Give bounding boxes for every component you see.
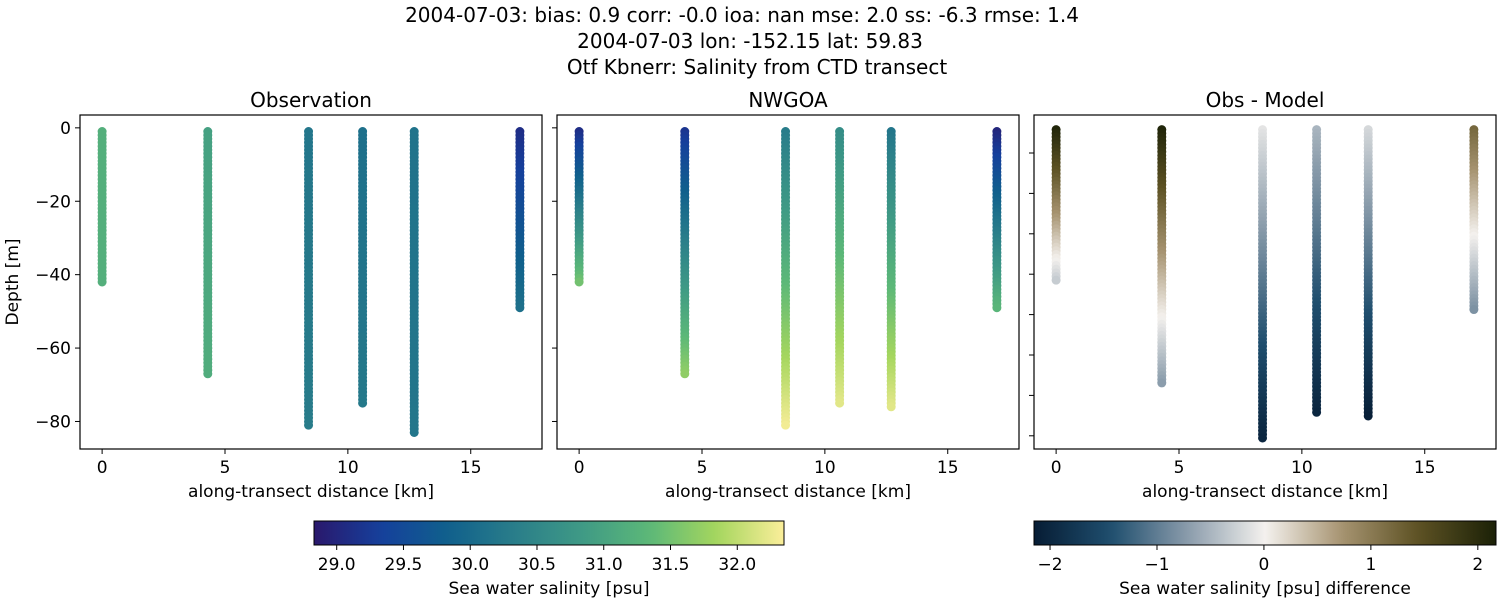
x-axis-label: along-transect distance [km] xyxy=(665,482,911,502)
station-profile xyxy=(1157,125,1167,388)
station-profile xyxy=(1312,125,1322,417)
colorbar-tick-label: 30.5 xyxy=(518,555,556,575)
colorbar-label: Sea water salinity [psu] difference xyxy=(1119,579,1411,599)
station-profile xyxy=(97,127,107,287)
colorbar-tick-label: −2 xyxy=(1038,555,1063,575)
x-tick-label: 15 xyxy=(460,458,482,478)
data-point xyxy=(1157,378,1167,388)
colorbar-tick-label: −1 xyxy=(1144,555,1169,575)
panel-observation: Observation 0 5 10 15 along-transect distance… xyxy=(3,88,543,502)
x-tick-label: 0 xyxy=(574,458,585,478)
data-point xyxy=(781,420,791,430)
data-point xyxy=(1363,411,1373,421)
x-tick-label: 5 xyxy=(220,458,231,478)
y-axis-label: Depth [m] xyxy=(3,238,23,325)
data-point xyxy=(574,277,584,287)
colorbar-diff: −2 −1 0 1 2 Sea water salinity [psu] differen… xyxy=(1033,520,1497,599)
station-profile xyxy=(992,127,1002,313)
station-profile xyxy=(835,127,845,408)
panel-title: Obs - Model xyxy=(1206,88,1325,112)
x-tick-label: 5 xyxy=(1174,458,1185,478)
station-profile xyxy=(203,127,213,379)
data-point xyxy=(304,420,314,430)
station-profile xyxy=(515,127,525,313)
x-tick-label: 0 xyxy=(97,458,108,478)
station-profile xyxy=(1258,125,1268,443)
x-tick-label: 15 xyxy=(1414,458,1436,478)
y-tick-label: −60 xyxy=(35,339,71,359)
x-tick-label: 10 xyxy=(1291,458,1313,478)
panel-title: Observation xyxy=(250,88,372,112)
colorbar-tick-label: 1 xyxy=(1365,555,1376,575)
colorbar-haline: 29.0 29.5 30.0 30.5 31.0 31.5 32.0 Sea water sa… xyxy=(313,520,785,599)
station-profile xyxy=(358,127,368,408)
axes-frame xyxy=(1033,114,1497,450)
colorbar-tick-label: 31.5 xyxy=(652,555,690,575)
data-point xyxy=(1312,407,1322,417)
colorbar-tick-label: 2 xyxy=(1472,555,1483,575)
panel-nwgoa: NWGOA 0 5 10 15 along-transect distance [km] xyxy=(552,88,1020,502)
data-point xyxy=(1051,275,1061,285)
axes-frame xyxy=(556,114,1020,450)
station-profile xyxy=(1363,125,1373,421)
station-profile xyxy=(1469,125,1479,315)
data-point xyxy=(203,369,213,379)
station-profile xyxy=(886,127,896,412)
x-axis-label: along-transect distance [km] xyxy=(188,482,434,502)
title-line-2: 2004-07-03 lon: -152.15 lat: 59.83 xyxy=(577,29,923,53)
x-tick-label: 0 xyxy=(1051,458,1062,478)
station-profile xyxy=(680,127,690,379)
y-tick-label: −20 xyxy=(35,192,71,212)
data-point xyxy=(409,427,419,437)
y-tick-label: 0 xyxy=(60,119,71,139)
panel-title: NWGOA xyxy=(748,88,828,112)
panel-obs-model: Obs - Model 0 5 10 15 along-transect distance… xyxy=(1029,88,1497,502)
colorbar-tick-label: 32.0 xyxy=(718,555,756,575)
data-point xyxy=(515,303,525,313)
x-tick-label: 10 xyxy=(814,458,836,478)
x-tick-label: 10 xyxy=(337,458,359,478)
y-tick-label: −40 xyxy=(35,266,71,286)
station-profile xyxy=(574,127,584,287)
station-profile xyxy=(304,127,314,430)
station-profile xyxy=(781,127,791,430)
colorbar-tick-label: 30.0 xyxy=(451,555,489,575)
colorbar-tick-label: 29.5 xyxy=(385,555,423,575)
axes-frame xyxy=(79,114,543,450)
colorbar-tick-label: 31.0 xyxy=(585,555,623,575)
x-tick-label: 5 xyxy=(697,458,708,478)
data-point xyxy=(358,398,368,408)
data-point xyxy=(992,303,1002,313)
colorbar-label: Sea water salinity [psu] xyxy=(449,579,650,599)
data-point xyxy=(680,369,690,379)
station-profile xyxy=(1051,125,1061,285)
y-tick-label: −80 xyxy=(35,412,71,432)
x-tick-label: 15 xyxy=(937,458,959,478)
colorbar-gradient xyxy=(1033,520,1497,546)
colorbar-gradient xyxy=(313,520,785,546)
title-line-3: Otf Kbnerr: Salinity from CTD transect xyxy=(567,55,948,79)
data-point xyxy=(886,402,896,412)
colorbar-tick-label: 0 xyxy=(1259,555,1270,575)
title-line-1: 2004-07-03: bias: 0.9 corr: -0.0 ioa: na… xyxy=(405,3,1079,27)
data-point xyxy=(835,398,845,408)
station-profile xyxy=(409,127,419,437)
x-axis-label: along-transect distance [km] xyxy=(1142,482,1388,502)
data-point xyxy=(97,277,107,287)
data-point xyxy=(1258,433,1268,443)
data-point xyxy=(1469,305,1479,315)
colorbar-tick-label: 29.0 xyxy=(318,555,356,575)
